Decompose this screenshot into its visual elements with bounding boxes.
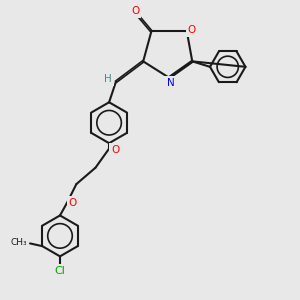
- Text: H: H: [104, 74, 112, 84]
- Text: N: N: [167, 78, 174, 88]
- Text: CH₃: CH₃: [10, 238, 27, 247]
- Text: O: O: [131, 6, 139, 16]
- Text: Cl: Cl: [55, 266, 65, 276]
- Text: O: O: [188, 25, 196, 35]
- Text: O: O: [69, 198, 77, 208]
- Text: O: O: [111, 145, 119, 155]
